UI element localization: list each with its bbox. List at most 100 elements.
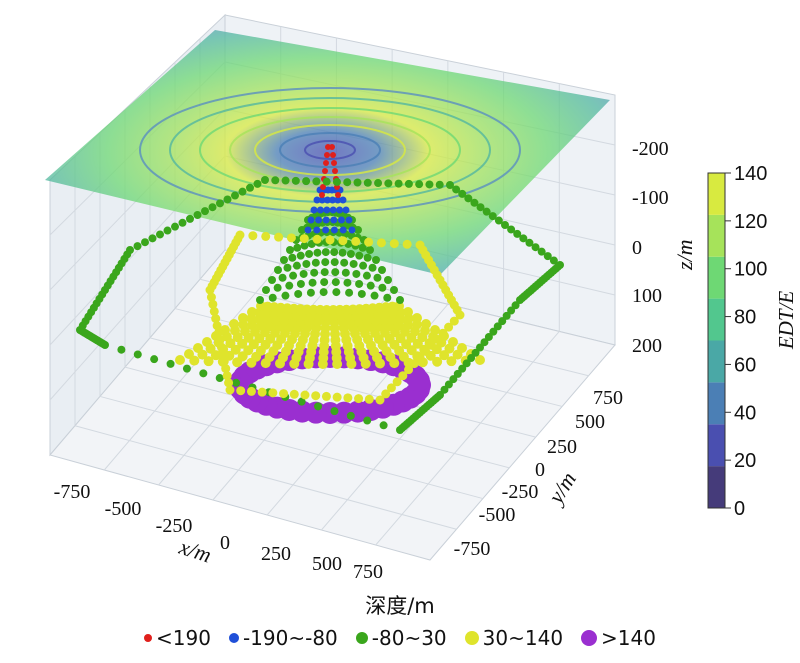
legend-marker bbox=[581, 630, 598, 646]
scatter-point bbox=[398, 371, 408, 381]
scatter-point bbox=[319, 192, 325, 198]
scatter-point bbox=[305, 249, 314, 258]
scatter-point bbox=[513, 229, 522, 238]
scatter-point bbox=[218, 349, 228, 359]
scatter-point bbox=[324, 152, 330, 158]
scatter-point bbox=[502, 311, 511, 320]
scatter-point bbox=[229, 319, 239, 329]
scatter-point bbox=[470, 198, 479, 207]
scatter-point bbox=[364, 394, 374, 404]
scatter-point bbox=[314, 402, 323, 411]
scatter-point bbox=[354, 394, 364, 404]
scatter-point bbox=[366, 281, 375, 290]
scatter-point bbox=[345, 216, 353, 224]
scatter-point bbox=[346, 411, 355, 420]
scatter-point bbox=[407, 369, 430, 392]
scatter-point bbox=[440, 385, 449, 394]
scatter-point bbox=[370, 291, 379, 300]
scatter-point bbox=[313, 226, 321, 234]
scatter-point bbox=[471, 348, 480, 357]
scatter-point bbox=[351, 236, 361, 246]
colorbar-tick-label: 120 bbox=[734, 211, 767, 233]
scatter-point bbox=[313, 196, 321, 204]
y-tick-label: -500 bbox=[479, 504, 516, 526]
colorbar-band bbox=[708, 173, 725, 215]
legend-label: -190~-80 bbox=[242, 626, 338, 650]
scatter-point bbox=[193, 343, 203, 353]
scatter-point bbox=[208, 203, 217, 212]
scatter-point bbox=[232, 378, 241, 387]
y-tick-label: 0 bbox=[535, 459, 545, 481]
depth-legend: 深度/m <190 -190~-80 -80~30 30~140 >140 bbox=[0, 590, 800, 650]
scatter-point bbox=[150, 355, 159, 364]
scatter-point bbox=[311, 391, 321, 401]
legend-item: <190 bbox=[144, 626, 211, 650]
scatter-point bbox=[299, 269, 308, 278]
scatter-point bbox=[293, 243, 302, 252]
scatter-point bbox=[283, 263, 292, 272]
scatter-point bbox=[208, 299, 218, 309]
scatter-point bbox=[537, 247, 546, 256]
scatter-point bbox=[353, 178, 362, 187]
y-axis-label: y/m bbox=[542, 467, 581, 509]
colorbar-tick-label: 80 bbox=[734, 307, 756, 329]
scatter-point bbox=[288, 253, 297, 262]
scatter-point bbox=[235, 230, 245, 240]
scatter-point bbox=[320, 278, 329, 287]
scatter-point bbox=[368, 263, 377, 272]
scatter-point bbox=[498, 317, 507, 326]
scatter-point bbox=[336, 206, 344, 214]
scatter-point bbox=[409, 359, 419, 369]
scatter-point bbox=[449, 316, 459, 326]
legend-marker bbox=[228, 633, 239, 643]
scatter-point bbox=[313, 248, 322, 257]
scatter-point bbox=[312, 177, 321, 186]
scatter-point bbox=[184, 349, 194, 359]
scatter-point bbox=[289, 389, 299, 399]
scatter-point bbox=[363, 253, 372, 262]
scatter-point bbox=[292, 261, 301, 270]
scatter-point bbox=[343, 178, 352, 187]
scatter-point bbox=[268, 293, 277, 302]
scatter-point bbox=[271, 176, 280, 185]
scatter-point bbox=[415, 353, 425, 362]
scatter-point bbox=[286, 246, 294, 254]
scatter-point bbox=[289, 271, 298, 280]
scatter-point bbox=[330, 152, 336, 158]
contour-ring bbox=[254, 124, 406, 176]
scatter-point bbox=[482, 207, 491, 216]
colorbar-tick-label: 100 bbox=[734, 259, 767, 281]
legend-marker bbox=[355, 632, 368, 644]
scatter-point bbox=[216, 199, 224, 208]
scatter-point bbox=[236, 386, 246, 396]
scatter-point bbox=[346, 249, 355, 258]
depth-legend-items: <190 -190~-80 -80~30 30~140 >140 bbox=[0, 626, 800, 650]
scatter-point bbox=[262, 286, 270, 294]
scatter-point bbox=[285, 281, 294, 290]
scatter-point bbox=[166, 359, 175, 368]
scatter-point bbox=[148, 234, 157, 243]
scatter-point bbox=[201, 207, 209, 216]
x-tick-label: -500 bbox=[105, 498, 142, 520]
scatter-point bbox=[296, 279, 305, 288]
scatter-point bbox=[342, 206, 350, 214]
scatter-point bbox=[319, 288, 328, 297]
scatter-point bbox=[476, 343, 484, 352]
scatter-point bbox=[363, 416, 372, 425]
scatter-point bbox=[320, 184, 326, 190]
scatter-point bbox=[444, 322, 454, 332]
legend-item: -190~-80 bbox=[228, 626, 338, 650]
scatter-point bbox=[363, 178, 372, 187]
y-tick-label: 750 bbox=[593, 387, 623, 409]
scatter-point bbox=[296, 251, 305, 260]
scatter-point bbox=[484, 332, 493, 341]
scatter-point bbox=[206, 292, 216, 302]
scatter-point bbox=[322, 177, 331, 186]
scatter-point bbox=[438, 328, 448, 338]
scatter-point bbox=[209, 306, 219, 316]
scatter-point bbox=[531, 243, 540, 252]
scatter-point bbox=[222, 371, 232, 381]
scatter-point bbox=[332, 177, 341, 186]
colorbar-frame bbox=[707, 172, 726, 509]
